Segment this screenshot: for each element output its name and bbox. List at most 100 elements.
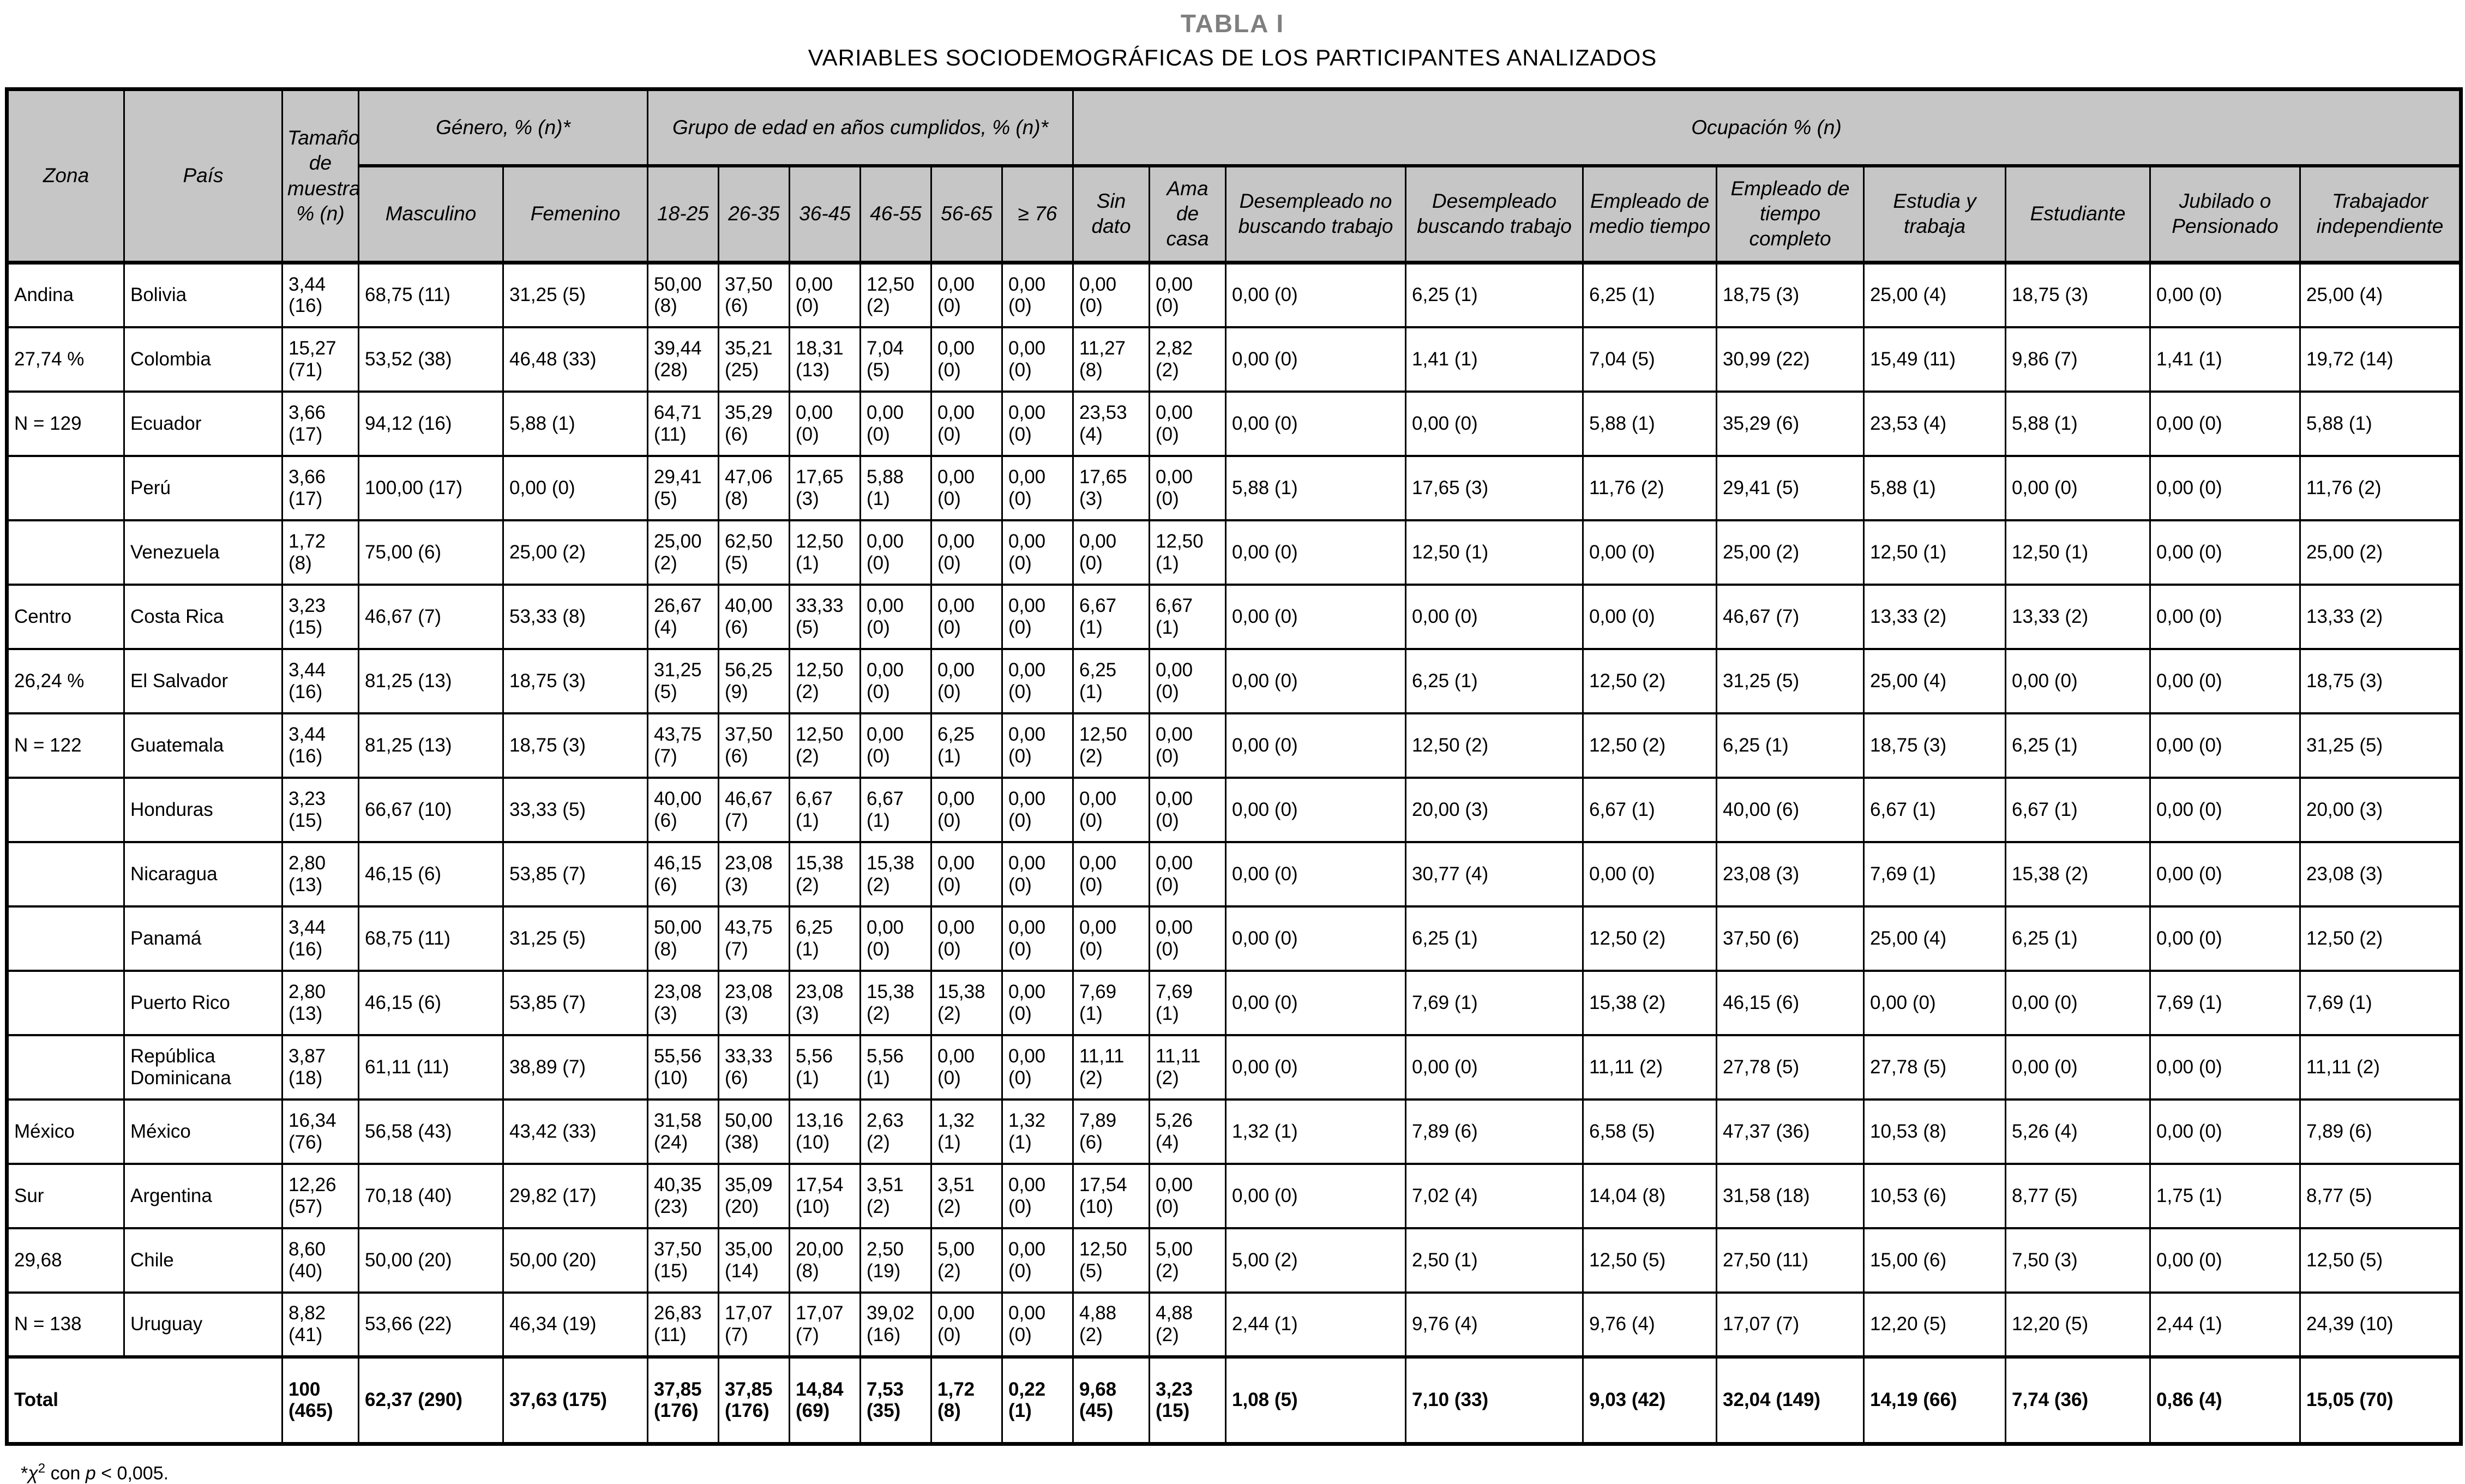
table-row: Honduras 3,23 (15) 66,67 (10) 33,33 (5) 40,0… — [6, 776, 2462, 843]
data-cell: 0,00 (0) — [1001, 1162, 1074, 1229]
data-cell: 0,00 (0) — [1225, 261, 1407, 328]
data-cell: 66,67 (10) — [358, 776, 504, 843]
data-cell: 7,02 (4) — [1405, 1162, 1584, 1229]
data-cell: 12,50 (5) — [1072, 1227, 1151, 1294]
data-cell: 1,32 (1) — [1001, 1098, 1074, 1165]
data-cell: 39,02 (16) — [859, 1291, 932, 1358]
zona-cell: 27,74 % — [6, 326, 125, 393]
data-cell: 17,54 (10) — [789, 1162, 861, 1229]
data-cell: 0,00 (0) — [1225, 647, 1407, 714]
total-cell: 15,05 (70) — [2299, 1355, 2462, 1445]
data-cell: 31,25 (5) — [2299, 712, 2462, 779]
data-cell: 50,00 (8) — [647, 261, 719, 328]
pais-cell: Chile — [123, 1227, 283, 1294]
data-cell: 0,00 (0) — [2005, 454, 2151, 521]
total-cell: 14,84 (69) — [789, 1355, 861, 1445]
data-cell: 2,82 (2) — [1149, 326, 1227, 393]
table-row: Sur Argentina 12,26 (57) 70,18 (40) 29,82 (1… — [6, 1162, 2462, 1229]
data-cell: 31,25 (5) — [502, 261, 648, 328]
table-subtitle: VARIABLES SOCIODEMOGRÁFICAS DE LOS PARTI… — [808, 45, 1657, 70]
col-header-jubilado: Jubilado o Pensionado — [2149, 165, 2301, 265]
data-cell: 0,00 (0) — [1225, 326, 1407, 393]
data-cell: 17,65 (3) — [789, 454, 861, 521]
data-cell: 70,18 (40) — [358, 1162, 504, 1229]
data-cell: 81,25 (13) — [358, 712, 504, 779]
data-cell: 15,27 (71) — [281, 326, 359, 393]
data-cell: 3,66 (17) — [281, 454, 359, 521]
data-cell: 6,25 (1) — [2005, 712, 2151, 779]
zona-cell: Sur — [6, 1162, 125, 1229]
data-cell: 6,25 (1) — [1405, 647, 1584, 714]
data-cell: 5,88 (1) — [2005, 390, 2151, 457]
data-cell: 29,41 (5) — [1716, 454, 1865, 521]
zona-cell — [6, 1034, 125, 1101]
col-header-masculino: Masculino — [358, 165, 504, 265]
data-cell: 61,11 (11) — [358, 1034, 504, 1101]
table-body: Andina Bolivia 3,44 (16) 68,75 (11) 31,25 (5… — [6, 261, 2462, 1445]
data-cell: 0,00 (0) — [1001, 969, 1074, 1036]
data-cell: 46,15 (6) — [1716, 969, 1865, 1036]
data-cell: 3,66 (17) — [281, 390, 359, 457]
data-cell: 0,00 (0) — [2149, 261, 2301, 328]
data-cell: 0,00 (0) — [2005, 969, 2151, 1036]
data-cell: 18,75 (3) — [1863, 712, 2007, 779]
data-cell: 19,72 (14) — [2299, 326, 2462, 393]
col-group-genero: Género, % (n)* — [358, 88, 648, 167]
col-header-edad-26-35: 26-35 — [718, 165, 790, 265]
data-cell: 40,00 (6) — [647, 776, 719, 843]
data-cell: 0,00 (0) — [1405, 583, 1584, 650]
title-block: TABLA I VARIABLES SOCIODEMOGRÁFICAS DE L… — [0, 0, 2465, 71]
data-cell: 0,00 (0) — [930, 840, 1003, 908]
data-cell: 12,50 (2) — [1072, 712, 1151, 779]
data-cell: 13,33 (2) — [1863, 583, 2007, 650]
data-cell: 0,00 (0) — [1149, 647, 1227, 714]
data-cell: 12,50 (2) — [789, 712, 861, 779]
total-cell: 9,03 (42) — [1582, 1355, 1718, 1445]
footnote-mid: con — [45, 1463, 86, 1484]
total-cell: 14,19 (66) — [1863, 1355, 2007, 1445]
data-cell: 6,25 (1) — [1405, 261, 1584, 328]
data-cell: 0,00 (0) — [930, 583, 1003, 650]
data-cell: 0,00 (0) — [1582, 583, 1718, 650]
data-cell: 12,50 (2) — [1582, 905, 1718, 972]
data-cell: 23,08 (3) — [718, 840, 790, 908]
data-cell: 37,50 (15) — [647, 1227, 719, 1294]
data-cell: 43,75 (7) — [647, 712, 719, 779]
footnote: *χ2 con p < 0,005. — [21, 1461, 2465, 1484]
data-cell: 46,34 (19) — [502, 1291, 648, 1358]
data-cell: 53,85 (7) — [502, 840, 648, 908]
data-cell: 46,15 (6) — [358, 969, 504, 1036]
data-cell: 0,00 (0) — [1149, 261, 1227, 328]
data-cell: 0,00 (0) — [1405, 390, 1584, 457]
footnote-star: * — [21, 1463, 28, 1484]
zona-cell — [6, 840, 125, 908]
data-cell: 23,08 (3) — [718, 969, 790, 1036]
data-cell: 53,52 (38) — [358, 326, 504, 393]
data-cell: 17,65 (3) — [1072, 454, 1151, 521]
data-cell: 23,53 (4) — [1863, 390, 2007, 457]
zona-cell: N = 138 — [6, 1291, 125, 1358]
data-cell: 0,00 (0) — [1001, 1227, 1074, 1294]
pais-cell: Guatemala — [123, 712, 283, 779]
data-cell: 6,67 (1) — [1149, 583, 1227, 650]
total-cell: 32,04 (149) — [1716, 1355, 1865, 1445]
data-cell: 0,00 (0) — [1149, 454, 1227, 521]
pais-cell: Ecuador — [123, 390, 283, 457]
data-cell: 7,04 (5) — [1582, 326, 1718, 393]
total-cell: 7,53 (35) — [859, 1355, 932, 1445]
data-cell: 0,00 (0) — [930, 454, 1003, 521]
data-cell: 12,50 (2) — [2299, 905, 2462, 972]
data-cell: 46,15 (6) — [647, 840, 719, 908]
table-row: N = 129 Ecuador 3,66 (17) 94,12 (16) 5,88 (1… — [6, 390, 2462, 457]
data-cell: 0,00 (0) — [930, 1034, 1003, 1101]
data-cell: 0,00 (0) — [1149, 776, 1227, 843]
data-cell: 6,25 (1) — [1582, 261, 1718, 328]
data-cell: 53,85 (7) — [502, 969, 648, 1036]
data-cell: 26,83 (11) — [647, 1291, 719, 1358]
sociodemographic-table: Zona País Tamaño de muestra, % (n) Géner… — [5, 87, 2463, 1446]
zona-cell: 29,68 — [6, 1227, 125, 1294]
total-cell: 3,23 (15) — [1149, 1355, 1227, 1445]
col-header-empleado-tiempo-completo: Empleado de tiempo completo — [1716, 165, 1865, 265]
data-cell: 6,25 (1) — [1716, 712, 1865, 779]
col-header-pais: País — [123, 88, 283, 265]
